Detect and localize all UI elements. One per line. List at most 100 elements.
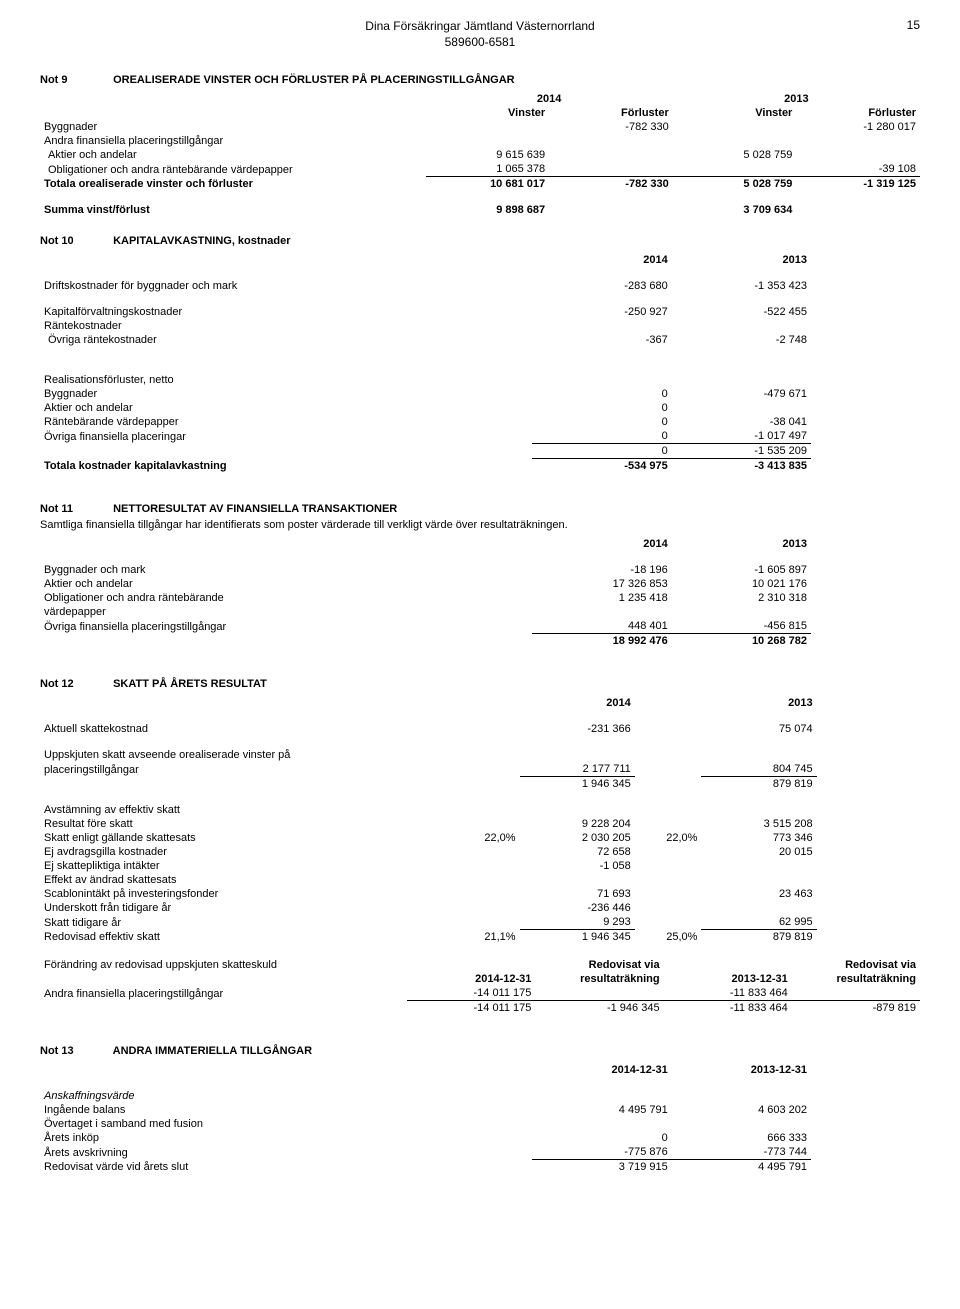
cell: 62 995 bbox=[701, 915, 816, 930]
not13-table: 2014-12-31 2013-12-31 Anskaffningsvärde … bbox=[40, 1063, 920, 1174]
table-row: Årets inköp 0 666 333 bbox=[40, 1131, 920, 1145]
row-label: Skatt tidigare år bbox=[40, 915, 453, 930]
row-label: Räntekostnader bbox=[40, 319, 532, 333]
cell: 4 603 202 bbox=[672, 1103, 811, 1117]
cell: 10 268 782 bbox=[672, 634, 811, 649]
table-row: Byggnader 0 -479 671 bbox=[40, 387, 920, 401]
not10-code: Not 10 bbox=[40, 235, 110, 247]
cell: 879 819 bbox=[701, 930, 816, 945]
cell: 0 bbox=[532, 429, 671, 444]
table-row: 2014 2013 bbox=[40, 92, 920, 106]
table-row: Vinster Förluster Vinster Förluster bbox=[40, 106, 920, 120]
row-label: Övriga räntekostnader bbox=[40, 333, 532, 347]
cell: -1 058 bbox=[520, 859, 635, 873]
table-row: Ej skattepliktiga intäkter -1 058 bbox=[40, 859, 920, 873]
cell: 5 028 759 bbox=[673, 148, 797, 162]
cell: 1 235 418 bbox=[532, 591, 671, 605]
table-row: Övriga finansiella placeringar 0 -1 017 … bbox=[40, 429, 920, 444]
cell: 879 819 bbox=[701, 777, 816, 792]
not11-table: 2014 2013 Byggnader och mark -18 196 -1 … bbox=[40, 537, 920, 648]
cell: -367 bbox=[532, 333, 671, 347]
table-row: Ingående balans 4 495 791 4 603 202 bbox=[40, 1103, 920, 1117]
table-row: Anskaffningsvärde bbox=[40, 1089, 920, 1103]
not10-heading: Not 10 KAPITALAVKASTNING, kostnader bbox=[40, 235, 920, 247]
row-label: Totala orealiserade vinster och förluste… bbox=[40, 177, 426, 192]
table-row: Årets avskrivning -775 876 -773 744 bbox=[40, 1145, 920, 1160]
not12-y2: 2013 bbox=[701, 696, 816, 710]
row-label: Totala kostnader kapitalavkastning bbox=[40, 459, 532, 474]
cell: 0 bbox=[532, 415, 671, 429]
cell: 1 946 345 bbox=[520, 930, 635, 945]
cell: 448 401 bbox=[532, 619, 671, 634]
not13-code: Not 13 bbox=[40, 1045, 110, 1057]
row-label: Andra finansiella placeringstillgångar bbox=[40, 134, 426, 148]
not11-y2: 2013 bbox=[672, 537, 811, 551]
row-label: Resultat före skatt bbox=[40, 817, 453, 831]
table-row: Aktier och andelar 9 615 639 5 028 759 bbox=[40, 148, 920, 162]
not10-y1: 2014 bbox=[532, 253, 671, 267]
row-label: Ingående balans bbox=[40, 1103, 532, 1117]
cell: -1 353 423 bbox=[672, 279, 811, 293]
row-label: Aktier och andelar bbox=[40, 401, 532, 415]
table-row: Förändring av redovisad uppskjuten skatt… bbox=[40, 958, 920, 972]
cell: 0 bbox=[532, 387, 671, 401]
row-label: Övriga finansiella placeringar bbox=[40, 429, 532, 444]
cell: -1 946 345 bbox=[535, 1001, 663, 1016]
cell: -1 605 897 bbox=[672, 563, 811, 577]
not9-code: Not 9 bbox=[40, 74, 110, 86]
table-row: Summa vinst/förlust 9 898 687 3 709 634 bbox=[40, 203, 920, 217]
not12-table2: Förändring av redovisad uppskjuten skatt… bbox=[40, 958, 920, 1015]
row-label: Byggnader och mark bbox=[40, 563, 532, 577]
cell: -2 748 bbox=[672, 333, 811, 347]
cell: 5 028 759 bbox=[673, 177, 797, 192]
table-row: Kapitalförvaltningskostnader -250 927 -5… bbox=[40, 305, 920, 319]
row-label: Scablonintäkt på investeringsfonder bbox=[40, 887, 453, 901]
not9-heading: Not 9 OREALISERADE VINSTER OCH FÖRLUSTER… bbox=[40, 74, 920, 86]
cell: 23 463 bbox=[701, 887, 816, 901]
table-row: 2014 2013 bbox=[40, 537, 920, 551]
cell: 20 015 bbox=[701, 845, 816, 859]
row-label: Obligationer och andra räntebärande värd… bbox=[40, 162, 426, 177]
table-row: Uppskjuten skatt avseende orealiserade v… bbox=[40, 748, 920, 762]
cell: -14 011 175 bbox=[407, 986, 535, 1001]
cell: 17 326 853 bbox=[532, 577, 671, 591]
not13-y1: 2014-12-31 bbox=[532, 1063, 671, 1077]
cell: -39 108 bbox=[796, 162, 920, 177]
cell: 2 310 318 bbox=[672, 591, 811, 605]
row-label: Realisationsförluster, netto bbox=[40, 373, 532, 387]
table-row: Totala kostnader kapitalavkastning -534 … bbox=[40, 459, 920, 474]
table-row: Underskott från tidigare år -236 446 bbox=[40, 901, 920, 915]
table-row: Skatt enligt gällande skattesats 22,0% 2… bbox=[40, 831, 920, 845]
cell: -775 876 bbox=[532, 1145, 671, 1160]
table-row: Byggnader och mark -18 196 -1 605 897 bbox=[40, 563, 920, 577]
table-row: Aktuell skattekostnad -231 366 75 074 bbox=[40, 722, 920, 736]
cell: -11 833 464 bbox=[664, 1001, 792, 1016]
not12-y1: 2014 bbox=[520, 696, 635, 710]
row-label: Summa vinst/förlust bbox=[40, 203, 426, 217]
not9-title: OREALISERADE VINSTER OCH FÖRLUSTER PÅ PL… bbox=[113, 74, 515, 86]
table-row: Andra finansiella placeringstillgångar -… bbox=[40, 986, 920, 1001]
table-row: -14 011 175 -1 946 345 -11 833 464 -879 … bbox=[40, 1001, 920, 1016]
page-number: 15 bbox=[907, 18, 920, 32]
table-row: Andra finansiella placeringstillgångar bbox=[40, 134, 920, 148]
table-row: Aktier och andelar 0 bbox=[40, 401, 920, 415]
cell: Redovisat via bbox=[535, 958, 663, 972]
not9-h-forluster1: Förluster bbox=[549, 106, 673, 120]
table-row: 2014-12-31 2013-12-31 bbox=[40, 1063, 920, 1077]
table-row: Effekt av ändrad skattesats bbox=[40, 873, 920, 887]
not10-y2: 2013 bbox=[672, 253, 811, 267]
cell: -11 833 464 bbox=[664, 986, 792, 1001]
cell: 10 021 176 bbox=[672, 577, 811, 591]
not11-y1: 2014 bbox=[532, 537, 671, 551]
cell: 2 177 711 bbox=[520, 762, 635, 777]
cell: 4 495 791 bbox=[672, 1160, 811, 1175]
table-row: 2014 2013 bbox=[40, 253, 920, 267]
row-label: Ej skattepliktiga intäkter bbox=[40, 859, 453, 873]
row-label: Anskaffningsvärde bbox=[40, 1089, 532, 1103]
table-row: Redovisad effektiv skatt 21,1% 1 946 345… bbox=[40, 930, 920, 945]
row-label: Byggnader bbox=[40, 387, 532, 401]
not9-h-vinster2: Vinster bbox=[673, 106, 797, 120]
cell: -782 330 bbox=[549, 120, 673, 134]
not12-table1: 2014 2013 Aktuell skattekostnad -231 366… bbox=[40, 696, 920, 944]
cell: 3 709 634 bbox=[673, 203, 797, 217]
